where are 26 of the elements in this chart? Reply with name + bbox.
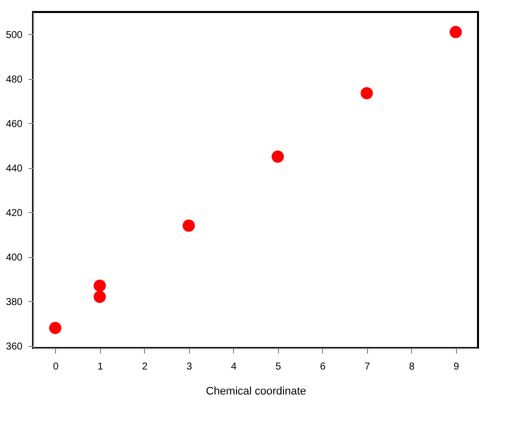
y-tick-label: 480: [6, 74, 23, 86]
x-axis-title: Chemical coordinate: [206, 386, 306, 398]
point: [182, 220, 195, 232]
point: [360, 87, 373, 100]
y-tick-label: 460: [6, 118, 23, 130]
x-tick-label: 5: [275, 362, 282, 372]
y-tick-label: 500: [6, 30, 23, 41]
x-tick-label: 2: [142, 362, 148, 372]
point: [450, 26, 462, 38]
x-tick-label: 1: [97, 362, 104, 372]
x-tick-label: 7: [364, 362, 370, 372]
x-tick-label: 4: [230, 362, 237, 372]
x-tick-label: 9: [453, 362, 460, 372]
y-tick-label: 360: [6, 341, 23, 352]
x-tick-label: 3: [186, 362, 192, 372]
point: [94, 290, 106, 303]
y-tick-label: 380: [6, 296, 23, 308]
x-tick-label: 0: [52, 362, 59, 372]
point: [49, 322, 62, 334]
y-tick-label: 400: [6, 252, 23, 264]
point: [94, 280, 106, 292]
y-tick-label: 420: [6, 208, 23, 219]
point: [272, 150, 284, 163]
x-tick-label: 6: [320, 362, 326, 372]
y-tick-label: 440: [6, 163, 23, 174]
x-tick-label: 8: [408, 362, 415, 372]
